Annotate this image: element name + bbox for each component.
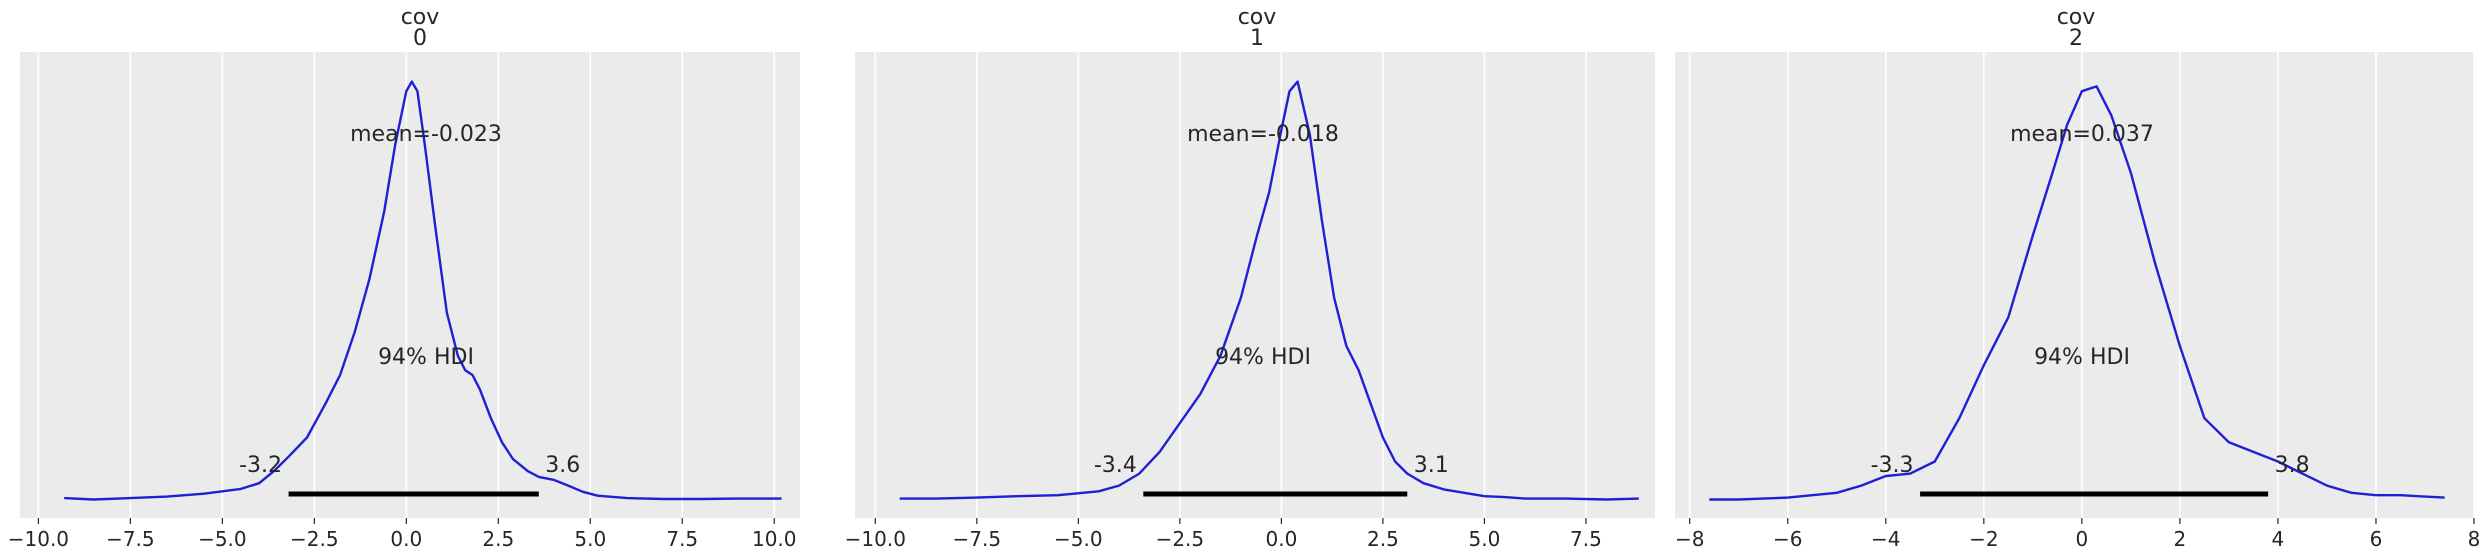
mean-label: mean=-0.018 xyxy=(1187,122,1339,147)
x-tick-label: 0.0 xyxy=(390,527,422,551)
kde-curve xyxy=(64,80,782,501)
x-tick-label: 7.5 xyxy=(666,527,698,551)
panel-title-line2: 0 xyxy=(413,26,427,51)
plot-background xyxy=(855,52,1655,518)
x-tick-label: −2 xyxy=(1969,527,1998,551)
x-tick-label: −10.0 xyxy=(8,527,69,551)
x-tick-label: 8 xyxy=(2468,527,2481,551)
x-tick-label: 0 xyxy=(2075,527,2088,551)
plot-background xyxy=(20,52,800,518)
x-tick-label: 5.0 xyxy=(574,527,606,551)
panel-title-line2: 1 xyxy=(1250,26,1264,51)
x-tick-label: 10.0 xyxy=(752,527,797,551)
x-tick-label: 5.0 xyxy=(1469,527,1501,551)
hdi-high-label: 3.6 xyxy=(545,453,580,478)
x-tick-label: 2 xyxy=(2174,527,2187,551)
x-tick-label: 6 xyxy=(2370,527,2383,551)
hdi-low-label: -3.3 xyxy=(1871,453,1914,478)
hdi-high-label: 3.8 xyxy=(2275,453,2310,478)
x-tick-label: −8 xyxy=(1675,527,1704,551)
kde-curve xyxy=(899,80,1639,501)
x-tick-label: −7.5 xyxy=(953,527,1002,551)
x-tick-label: −6 xyxy=(1773,527,1802,551)
x-tick-label: −2.5 xyxy=(290,527,339,551)
mean-label: mean=0.037 xyxy=(2010,122,2154,147)
x-tick-label: −5.0 xyxy=(198,527,247,551)
panel-title-line2: 2 xyxy=(2069,26,2083,51)
x-tick-label: −5.0 xyxy=(1054,527,1103,551)
plot-background xyxy=(1675,52,2474,518)
hdi-high-label: 3.1 xyxy=(1414,453,1449,478)
x-tick-label: −10.0 xyxy=(845,527,906,551)
panel-title-line1: cov xyxy=(2057,5,2096,30)
hdi-label: 94% HDI xyxy=(378,345,474,370)
x-tick-label: −4 xyxy=(1871,527,1900,551)
x-tick-label: 2.5 xyxy=(1367,527,1399,551)
panel-title-line1: cov xyxy=(1238,5,1277,30)
hdi-low-label: -3.4 xyxy=(1094,453,1137,478)
x-tick-label: −2.5 xyxy=(1156,527,1205,551)
hdi-label: 94% HDI xyxy=(1215,345,1311,370)
x-tick-label: −7.5 xyxy=(106,527,155,551)
x-tick-label: 7.5 xyxy=(1570,527,1602,551)
kde-curve xyxy=(1709,85,2445,501)
hdi-low-label: -3.2 xyxy=(239,453,282,478)
x-tick-label: 2.5 xyxy=(482,527,514,551)
x-tick-label: 0.0 xyxy=(1265,527,1297,551)
hdi-label: 94% HDI xyxy=(2034,345,2130,370)
x-tick-label: 4 xyxy=(2272,527,2285,551)
mean-label: mean=-0.023 xyxy=(350,122,502,147)
panel-title-line1: cov xyxy=(401,5,440,30)
